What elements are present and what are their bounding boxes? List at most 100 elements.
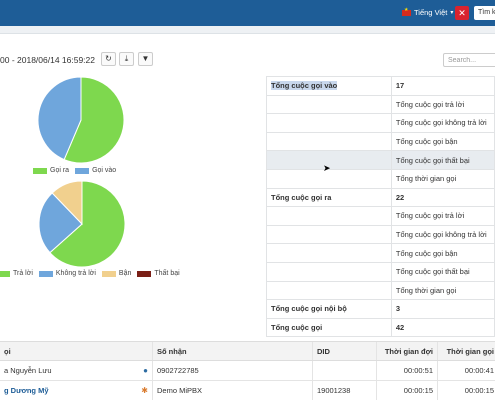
call-direction-legend: Gọi ra Gọi vào <box>33 167 122 174</box>
search-input[interactable] <box>443 53 495 67</box>
legend-item[interactable]: Thất bại <box>137 270 180 277</box>
pie-slice[interactable] <box>51 180 83 226</box>
stats-value: Tổng thời gian gọi <box>390 168 495 189</box>
stats-label <box>266 261 392 282</box>
legend-swatch <box>101 270 116 277</box>
mouse-cursor-icon: ➤ <box>323 163 331 173</box>
did-cell <box>313 361 377 380</box>
stats-value: 17 <box>390 76 495 96</box>
caller-cell: g Dương Mỹ ✱ <box>0 381 153 400</box>
pie-slice[interactable] <box>37 76 82 161</box>
stats-label <box>266 150 392 170</box>
stats-row: Tổng cuộc gọi thất bại <box>266 261 495 282</box>
stats-label-text: Tổng cuộc gọi ra <box>271 192 332 202</box>
legend-label: Gọi ra <box>50 167 70 174</box>
legend-swatch <box>75 167 90 174</box>
stats-label-text: Tổng cuộc gọi vào <box>271 81 338 91</box>
stats-value: Tổng cuộc gọi bận <box>390 243 495 263</box>
vietnam-flag-icon <box>402 7 411 16</box>
call-status-legend: Trả lời Không trả lời Bận Thất bại <box>0 270 186 277</box>
stats-label <box>266 280 392 301</box>
stats-row: Tổng cuộc gọi thất bại <box>266 150 495 170</box>
stats-row: Tổng cuộc gọi ra 22 <box>266 187 495 208</box>
filter-icon: ▼ <box>141 54 150 63</box>
pie-slice[interactable] <box>63 76 125 164</box>
stats-label <box>266 243 392 263</box>
table-row[interactable]: g Dương Mỹ ✱ Demo MiPBX 19001238 00:00:1… <box>0 381 495 400</box>
caller-name: a Nguyễn Lưu <box>4 366 52 375</box>
stats-row: Tổng cuộc gọi trả lời <box>266 206 495 226</box>
legend-swatch <box>33 167 47 174</box>
stats-value: Tổng thời gian gọi <box>390 280 495 301</box>
legend-swatch <box>38 270 53 277</box>
wait-time-cell: 00:00:51 <box>377 361 438 380</box>
stats-value: Tổng cuộc gọi không trả lời <box>390 224 495 245</box>
stats-row: Tổng thời gian gọi <box>266 280 495 301</box>
stats-row: Tổng cuộc gọi bận <box>266 243 495 263</box>
calls-table-header: ọi Số nhận DID Thời gian đợi Thời gian g… <box>0 341 495 361</box>
receiver-cell: Demo MiPBX <box>153 381 313 400</box>
sub-navbar <box>0 26 495 34</box>
legend-item[interactable]: Gọi ra <box>33 167 69 174</box>
stats-row: Tổng thời gian gọi <box>266 168 495 189</box>
stats-label: Tổng cuộc gọi nội bộ <box>266 299 392 319</box>
date-range-label[interactable]: 00 - 2018/06/14 16:59:22 <box>0 55 95 65</box>
stats-value: Tổng cuộc gọi trả lời <box>390 206 495 226</box>
pie-slice[interactable] <box>49 180 126 268</box>
filter-button[interactable]: ▼ <box>138 52 153 66</box>
legend-item[interactable]: Gọi vào <box>75 167 116 174</box>
stats-row: Tổng cuộc gọi trả lời <box>266 94 495 115</box>
stats-value: Tổng cuộc gọi thất bại <box>390 261 495 282</box>
column-header-talk-time[interactable]: Thời gian gọi <box>438 342 495 360</box>
person-icon: ● <box>143 366 148 375</box>
stats-row: Tổng cuộc gọi vào 17 <box>266 76 495 96</box>
stats-label-text: Tổng cuộc gọi <box>271 323 323 333</box>
top-navbar <box>0 0 495 26</box>
stats-label <box>266 224 392 245</box>
legend-item[interactable]: Trả lời <box>0 270 33 277</box>
pie-slice[interactable] <box>38 192 83 254</box>
refresh-icon: ↻ <box>105 54 112 63</box>
column-header-receiver[interactable]: Số nhận <box>153 342 313 360</box>
call-direction-pie-chart <box>37 76 125 164</box>
legend-label: Không trả lời <box>55 270 96 277</box>
stats-row: Tổng cuộc gọi bận <box>266 131 495 152</box>
stats-label <box>266 94 392 115</box>
language-label: Tiếng Việt <box>414 8 448 17</box>
legend-item[interactable]: Bận <box>101 270 132 277</box>
legend-item[interactable]: Không trả lời <box>38 270 96 277</box>
legend-label: Trả lời <box>13 270 33 277</box>
fullscreen-button[interactable]: ✕ <box>455 6 469 20</box>
legend-label: Bận <box>118 270 132 277</box>
stats-label: Tổng cuộc gọi vào <box>266 76 392 96</box>
search-button[interactable]: Tìm k <box>474 6 495 20</box>
stats-row: Tổng cuộc gọi 42 <box>266 317 495 338</box>
stats-value: 42 <box>390 317 495 338</box>
column-header-did[interactable]: DID <box>313 342 377 360</box>
wait-time-cell: 00:00:15 <box>377 381 438 400</box>
stats-label: Tổng cuộc gọi ra <box>266 187 392 208</box>
caller-name[interactable]: g Dương Mỹ <box>4 386 49 395</box>
stats-label <box>266 113 392 133</box>
calls-table: ọi Số nhận DID Thời gian đợi Thời gian g… <box>0 341 495 400</box>
legend-label: Thất bại <box>154 270 180 277</box>
table-row[interactable]: a Nguyễn Lưu ● 0902722785 00:00:51 00:00… <box>0 361 495 381</box>
stats-label: Tổng cuộc gọi <box>266 317 392 338</box>
stats-label <box>266 131 392 152</box>
stats-row: Tổng cuộc gọi nội bộ 3 <box>266 299 495 319</box>
refresh-button[interactable]: ↻ <box>101 52 116 66</box>
stats-value: 3 <box>390 299 495 319</box>
did-cell: 19001238 <box>313 381 377 400</box>
stats-label <box>266 206 392 226</box>
download-button[interactable]: ⤓ <box>119 52 134 66</box>
stats-value: Tổng cuộc gọi trả lời <box>390 94 495 115</box>
talk-time-cell: 00:00:15 <box>438 381 495 400</box>
column-header-caller[interactable]: ọi <box>0 342 153 360</box>
stats-value: 22 <box>390 187 495 208</box>
stats-row: Tổng cuộc gọi không trả lời <box>266 224 495 245</box>
language-selector[interactable]: Tiếng Việt ▾ <box>402 7 453 17</box>
legend-label: Gọi vào <box>92 167 117 174</box>
receiver-cell: 0902722785 <box>153 361 313 380</box>
talk-time-cell: 00:00:41 <box>438 361 495 380</box>
column-header-wait-time[interactable]: Thời gian đợi <box>377 342 438 360</box>
